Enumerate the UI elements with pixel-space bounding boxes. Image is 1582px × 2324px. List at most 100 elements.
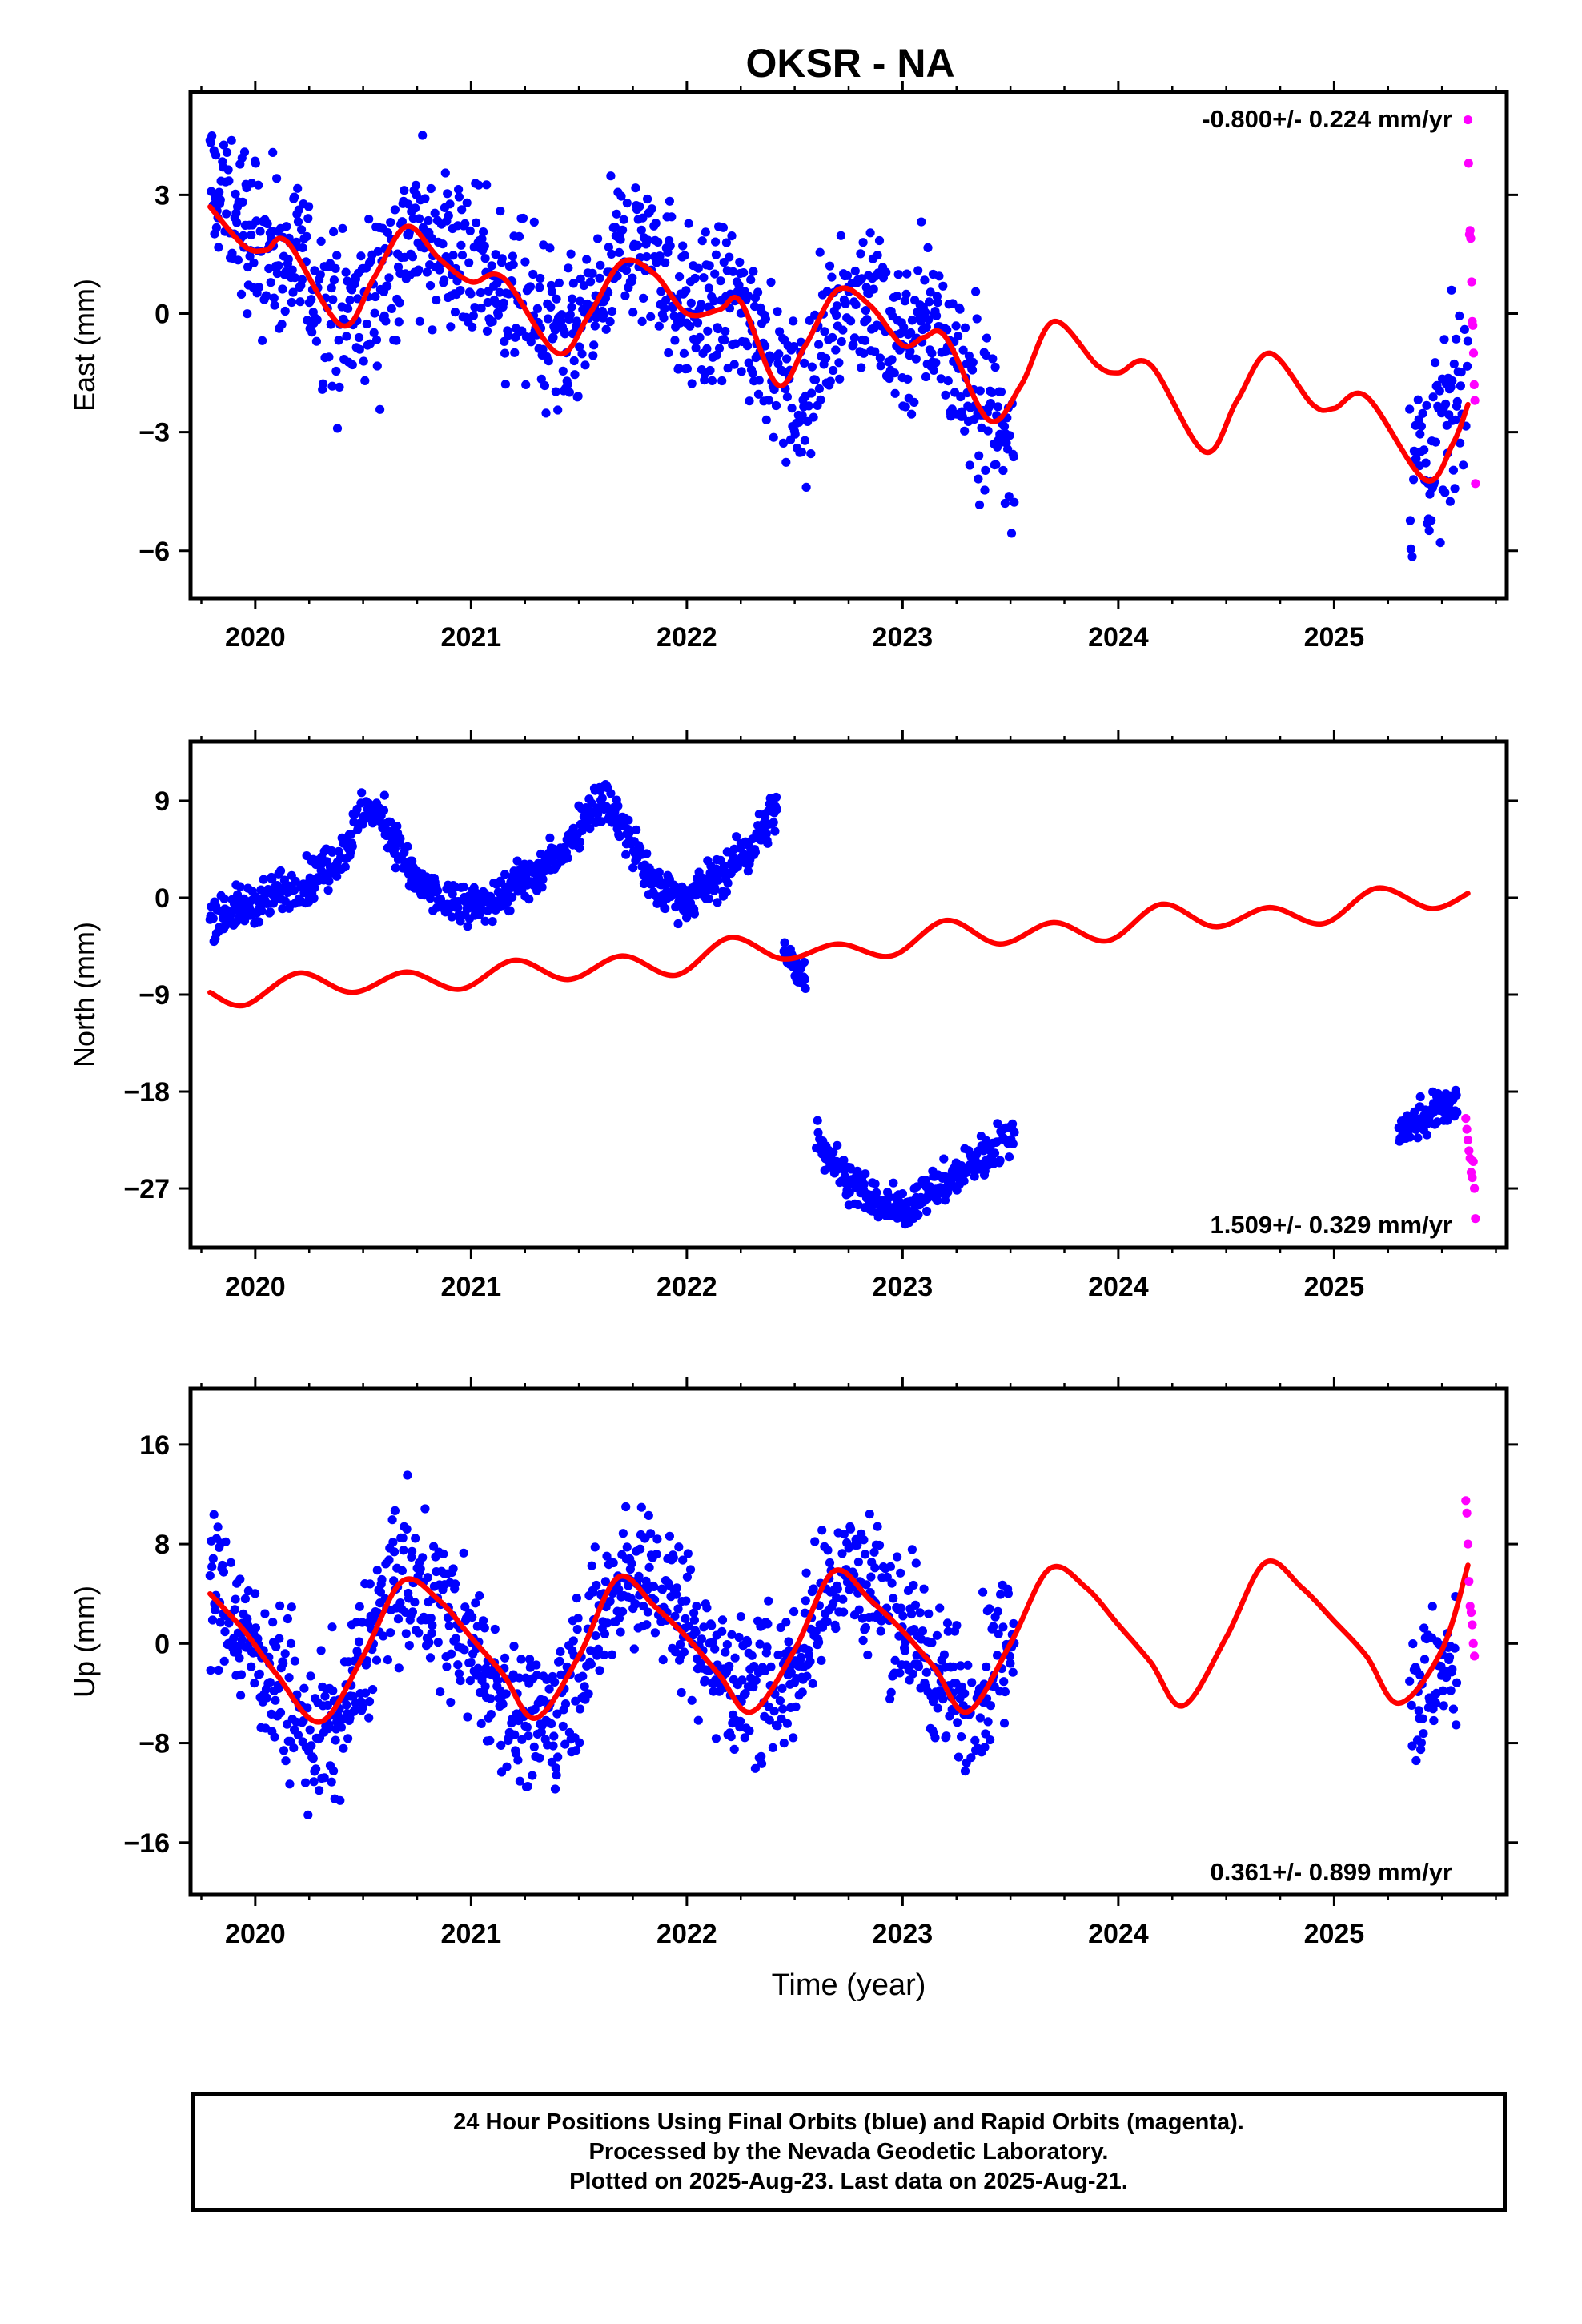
up-final-point xyxy=(578,1671,588,1681)
up-final-point xyxy=(675,1639,685,1650)
east-final-point xyxy=(404,199,413,209)
east-final-point xyxy=(450,308,460,317)
north-final-point xyxy=(732,832,741,842)
up-final-point xyxy=(885,1562,895,1571)
east-final-point xyxy=(327,381,337,391)
up-final-point xyxy=(388,1538,398,1547)
north-final-point xyxy=(743,866,753,876)
east-final-point xyxy=(557,310,567,320)
east-final-point xyxy=(717,376,727,386)
east-final-point xyxy=(395,298,404,308)
up-final-point xyxy=(608,1558,618,1568)
east-final-point xyxy=(965,460,974,470)
east-final-point xyxy=(287,265,297,275)
north-final-point xyxy=(704,894,714,903)
up-final-point xyxy=(966,1753,976,1763)
east-final-point xyxy=(564,263,573,273)
east-final-point xyxy=(443,189,452,199)
east-final-point xyxy=(856,249,865,259)
east-final-point xyxy=(564,388,575,397)
up-final-point xyxy=(917,1626,927,1636)
east-final-point xyxy=(590,321,600,331)
east-final-point xyxy=(343,276,352,286)
up-final-point xyxy=(956,1661,966,1671)
up-final-point xyxy=(416,1564,425,1574)
east-final-point xyxy=(1459,460,1468,470)
east-final-point xyxy=(544,356,553,366)
east-final-point xyxy=(764,396,774,405)
east-final-point xyxy=(680,251,689,260)
east-final-point xyxy=(628,308,638,317)
up-final-point xyxy=(865,1510,874,1519)
up-final-point xyxy=(893,1552,902,1562)
east-final-point xyxy=(906,328,916,338)
east-final-point xyxy=(636,225,646,235)
east-final-point xyxy=(716,276,725,286)
up-final-point xyxy=(727,1630,737,1639)
up-final-point xyxy=(986,1735,995,1745)
east-final-point xyxy=(815,247,825,257)
east-final-point xyxy=(664,348,673,358)
up-final-point xyxy=(700,1675,710,1685)
east-final-point xyxy=(329,275,339,285)
east-final-point xyxy=(468,322,477,332)
up-final-point xyxy=(590,1542,600,1552)
north-final-point xyxy=(425,894,436,903)
north-final-point xyxy=(323,886,333,895)
east-final-point xyxy=(982,333,992,343)
up-final-point xyxy=(1405,1676,1415,1686)
east-final-point xyxy=(371,335,382,344)
up-final-point xyxy=(817,1526,827,1535)
up-ytick-label: 16 xyxy=(139,1430,170,1461)
up-final-point xyxy=(837,1549,847,1558)
up-final-point xyxy=(387,1515,397,1525)
east-final-point xyxy=(508,259,518,269)
north-final-point xyxy=(1004,1152,1014,1162)
east-final-point xyxy=(487,261,496,271)
up-final-point xyxy=(524,1731,533,1741)
up-final-point xyxy=(643,1607,653,1617)
up-final-point xyxy=(270,1732,279,1742)
up-final-point xyxy=(446,1698,456,1707)
up-final-point xyxy=(927,1638,937,1647)
east-final-point xyxy=(387,304,396,313)
up-final-point xyxy=(822,1617,832,1626)
up-final-point xyxy=(768,1743,778,1752)
up-final-point xyxy=(448,1564,458,1574)
east-final-point xyxy=(316,236,326,246)
up-final-point xyxy=(331,1735,340,1745)
up-final-point xyxy=(308,1754,318,1763)
east-final-point xyxy=(580,360,590,370)
up-final-point xyxy=(737,1675,747,1685)
east-final-point xyxy=(656,287,666,296)
east-final-point xyxy=(496,207,505,216)
up-final-point xyxy=(938,1695,948,1704)
east-final-point xyxy=(589,340,599,350)
north-final-point xyxy=(913,1210,923,1220)
east-final-point xyxy=(1440,488,1450,497)
east-final-point xyxy=(440,168,450,178)
up-final-point xyxy=(560,1699,571,1709)
up-final-point xyxy=(952,1621,962,1630)
up-final-point xyxy=(231,1594,240,1604)
up-final-point xyxy=(890,1655,900,1665)
up-final-point xyxy=(309,1777,319,1787)
east-final-point xyxy=(297,225,307,235)
up-final-point xyxy=(235,1653,244,1663)
up-final-point xyxy=(757,1759,767,1768)
up-final-point xyxy=(397,1566,407,1575)
up-final-point xyxy=(515,1776,525,1786)
north-final-point xyxy=(654,867,664,877)
up-final-point xyxy=(240,1594,250,1604)
up-final-point xyxy=(1427,1602,1437,1611)
north-final-point xyxy=(959,1176,969,1186)
up-final-point xyxy=(960,1689,970,1699)
east-final-point xyxy=(1415,429,1425,439)
up-frame xyxy=(188,1386,1509,1897)
up-final-point xyxy=(949,1662,958,1671)
east-final-point xyxy=(956,392,966,402)
east-final-point xyxy=(232,218,242,227)
east-final-point xyxy=(277,320,287,329)
east-final-point xyxy=(753,389,764,399)
up-xtick-label: 2021 xyxy=(441,1919,502,1949)
